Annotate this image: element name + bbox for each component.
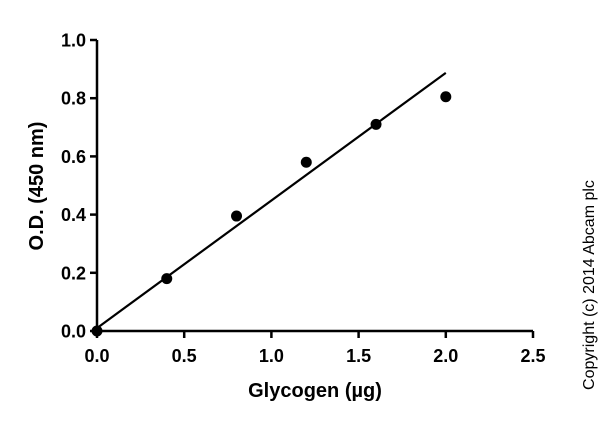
x-tick-label: 2.5 xyxy=(520,346,545,366)
data-points xyxy=(91,91,452,337)
data-point xyxy=(231,210,243,222)
y-tick-label: 0.0 xyxy=(61,322,86,342)
linear-fit-line xyxy=(96,71,447,329)
x-tick-label: 0.5 xyxy=(172,346,197,366)
y-axis-title: O.D. (450 nm) xyxy=(26,122,48,251)
x-axis-ticks: 0.0 0.5 1.0 1.5 2.0 2.5 xyxy=(84,331,546,366)
data-point xyxy=(440,91,452,103)
x-axis-title: Glycogen (µg) xyxy=(248,380,382,402)
data-point xyxy=(161,273,173,285)
x-tick-label: 0.0 xyxy=(84,346,109,366)
y-tick-label: 0.8 xyxy=(61,89,86,109)
y-axis-ticks: 0.0 0.2 0.4 0.6 0.8 1.0 xyxy=(61,31,97,342)
y-tick-label: 0.2 xyxy=(61,263,86,283)
y-tick-label: 0.4 xyxy=(61,205,86,225)
data-point xyxy=(370,118,382,130)
y-tick-label: 1.0 xyxy=(61,31,86,51)
x-tick-label: 1.5 xyxy=(346,346,371,366)
copyright-annotation: Copyright (c) 2014 Abcam plc xyxy=(581,180,598,390)
data-point xyxy=(91,325,103,337)
axes xyxy=(95,40,533,333)
x-tick-label: 2.0 xyxy=(433,346,458,366)
data-point xyxy=(300,156,312,168)
x-tick-label: 1.0 xyxy=(259,346,284,366)
y-tick-label: 0.6 xyxy=(61,147,86,167)
fit-line xyxy=(96,71,447,329)
